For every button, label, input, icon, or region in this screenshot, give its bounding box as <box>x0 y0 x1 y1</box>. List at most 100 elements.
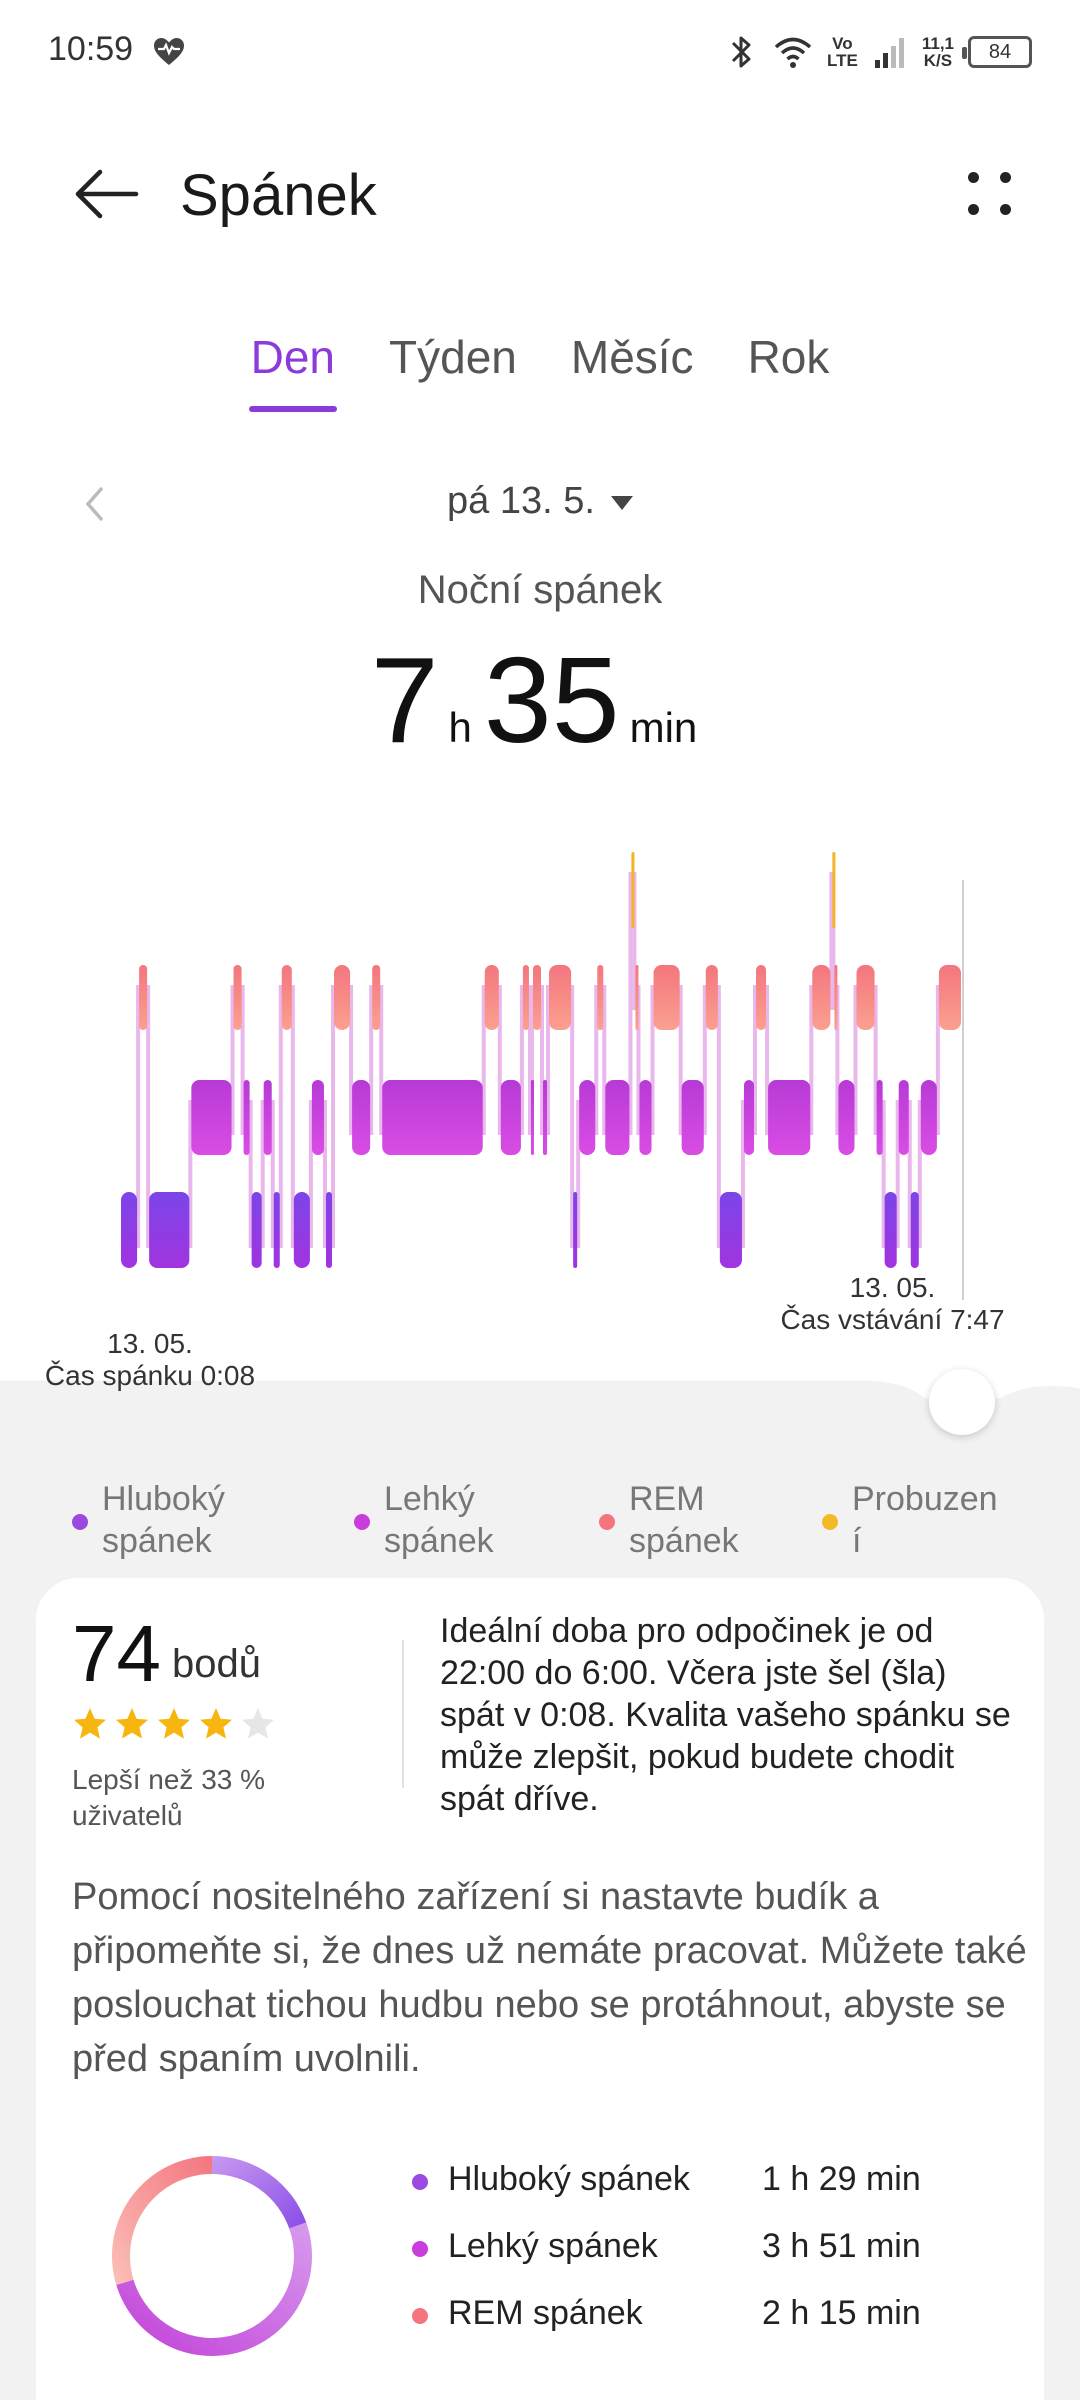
star-icon <box>158 1708 190 1739</box>
stage-transition <box>753 985 758 1135</box>
previous-day-chevron-icon[interactable] <box>80 482 110 526</box>
stage-transition <box>602 985 607 1135</box>
more-options-icon[interactable] <box>960 164 1020 224</box>
stage-segment <box>522 965 529 1030</box>
score-unit: bodů <box>172 1642 261 1686</box>
tab-year[interactable]: Rok <box>747 331 830 383</box>
stage-segment <box>597 965 604 1030</box>
stage-transition <box>278 985 283 1248</box>
stage-segment <box>149 1192 190 1268</box>
tab-week[interactable]: Týden <box>389 331 517 383</box>
wake-time-label: 13. 05. Čas vstávání 7:47 <box>780 1272 1005 1335</box>
stage-segment <box>372 965 381 1030</box>
stage-segment <box>856 965 875 1030</box>
stage-segment <box>681 1080 704 1155</box>
stage-segment <box>573 1192 578 1268</box>
stage-transition <box>740 1100 745 1248</box>
star-icon <box>242 1708 274 1739</box>
status-time: 10:59 <box>48 30 134 68</box>
stage-transition <box>632 872 637 1010</box>
health-heart-icon <box>154 38 184 65</box>
legend-dot <box>822 1514 838 1530</box>
stage-transition <box>369 985 374 1135</box>
stage-transition <box>322 1100 327 1248</box>
stage-transition <box>907 1100 912 1248</box>
stage-transition <box>809 985 814 1135</box>
stage-transition <box>519 985 524 1135</box>
page-title: Spánek <box>180 163 377 228</box>
stage-transition <box>188 1100 193 1248</box>
stat-value: 1 h 29 min <box>762 2160 921 2198</box>
status-bar: 10:59 Vo LTE 11,1 K/S 84 <box>0 0 1080 110</box>
stat-dot <box>412 2174 428 2190</box>
stage-transition <box>527 985 532 1135</box>
sleep-duration: 7 h35 min <box>0 630 1080 770</box>
legend-light: Lehký spánek <box>384 1480 494 1560</box>
stage-segment <box>653 965 680 1030</box>
stage-segment <box>233 965 242 1030</box>
donut-slice <box>212 2156 307 2229</box>
stage-segment <box>311 1080 324 1155</box>
back-arrow-icon[interactable] <box>70 158 142 230</box>
stat-name: Lehký spánek <box>448 2227 658 2265</box>
date-selector[interactable]: pá 13. 5. <box>0 480 1080 523</box>
star-icon <box>200 1708 232 1739</box>
tab-month[interactable]: Měsíc <box>570 331 694 383</box>
stage-segment <box>832 852 836 928</box>
stage-transition <box>546 985 551 1135</box>
stage-segment <box>705 965 718 1030</box>
donut-slice <box>111 2156 212 2285</box>
stage-segment <box>910 1192 919 1268</box>
stage-segment <box>635 965 639 1030</box>
stage-transition <box>716 985 721 1248</box>
bluetooth-icon <box>731 36 751 68</box>
stat-dot <box>412 2308 428 2324</box>
stage-transition <box>240 985 245 1135</box>
stage-segment <box>382 1080 483 1155</box>
stage-transition <box>895 1100 900 1248</box>
stage-segment <box>251 1192 262 1268</box>
stage-transition <box>379 985 384 1135</box>
sleep-report-card <box>36 1578 1044 2400</box>
legend-awake: Probuzen í <box>852 1480 998 1560</box>
battery-indicator: 84 <box>962 36 1032 68</box>
stage-segment <box>631 852 635 928</box>
stat-value: 2 h 15 min <box>762 2294 921 2332</box>
stage-transition <box>529 985 534 1135</box>
stage-segment <box>876 1080 883 1155</box>
stage-transition <box>678 985 683 1135</box>
stage-segment <box>243 1080 250 1155</box>
stage-segment <box>263 1080 272 1155</box>
stage-segment <box>639 1080 652 1155</box>
stage-segment <box>191 1080 232 1155</box>
donut-slice <box>116 2222 312 2356</box>
stage-legend: Hluboký spánek Lehký spánek REM spánek Prob… <box>0 1478 1080 1568</box>
legend-dot <box>354 1514 370 1530</box>
dropdown-caret-icon <box>610 495 633 510</box>
stage-transition <box>570 985 575 1248</box>
sleep-stage-chart[interactable] <box>0 840 1080 1400</box>
stage-segment <box>898 1080 909 1155</box>
stat-row-deep: Hluboký spánek 1 h 29 min <box>410 2160 1010 2227</box>
stage-stats: Hluboký spánek 1 h 29 min Lehký spánek 3… <box>410 2160 1010 2361</box>
legend-dot <box>72 1514 88 1530</box>
sleep-score: 74 <box>72 1609 161 1698</box>
stage-distribution-donut <box>111 2156 312 2356</box>
stage-segment <box>768 1080 811 1155</box>
stage-transition <box>881 1100 886 1248</box>
stage-segment <box>484 965 499 1030</box>
stage-transition <box>650 985 655 1135</box>
volte-indicator: Vo LTE <box>826 34 858 70</box>
stage-segment <box>579 1080 596 1155</box>
network-speed: 11,1 K/S <box>921 34 954 70</box>
stage-segment <box>273 1192 280 1268</box>
chart-scrub-handle[interactable] <box>929 1369 995 1435</box>
ideal-time-tip: Ideální doba pro odpočinek je od 22:00 d… <box>440 1612 1011 1818</box>
stage-transition <box>331 985 336 1248</box>
stage-transition <box>917 1100 922 1248</box>
app-header: Spánek <box>0 140 1080 250</box>
tab-day[interactable]: Den <box>248 330 338 412</box>
stage-segment <box>884 1192 897 1268</box>
stage-segment <box>500 1080 521 1155</box>
stage-transition <box>829 872 834 1010</box>
